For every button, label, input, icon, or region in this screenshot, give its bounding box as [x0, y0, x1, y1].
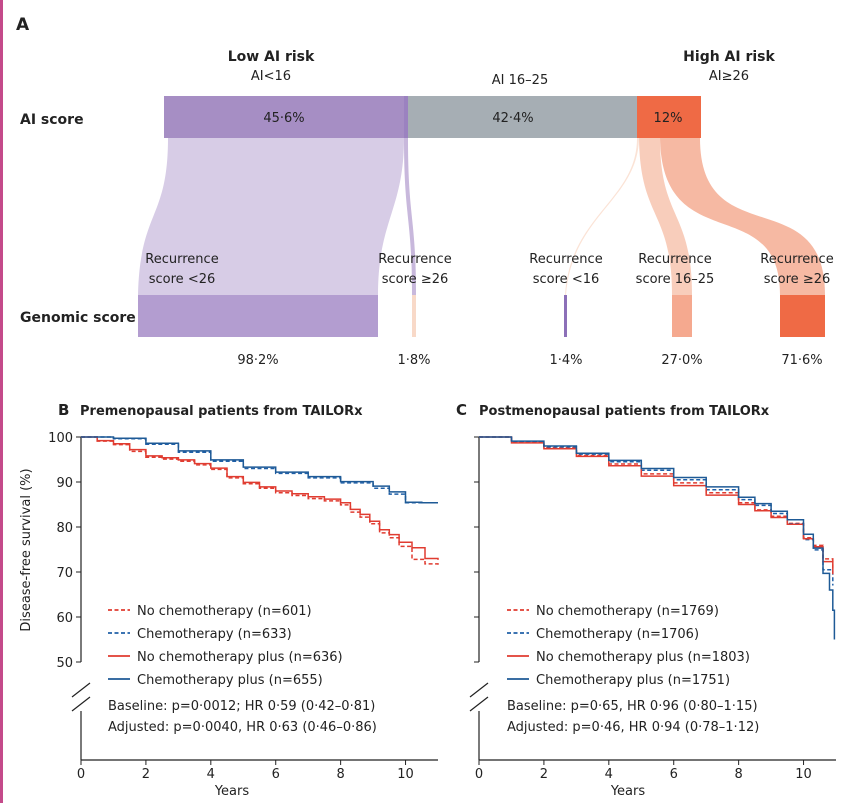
ai-group-low-name: Low AI risk [228, 49, 315, 65]
row-label-genomic-score: Genomic score [20, 310, 136, 326]
genomic-bar-rs-lt16 [564, 295, 567, 337]
genomic-label-3-line2: score <16 [533, 272, 600, 287]
flow-low-to-rs-lt26 [138, 138, 404, 295]
panel-b-xtick-label-2: 4 [207, 767, 215, 782]
panel-c-xtick-label-0: 0 [475, 767, 483, 782]
panel-b-ytick-label-3: 80 [56, 521, 73, 536]
genomic-percent-3: 1·4% [549, 353, 582, 368]
panel-c-legend-label-0: No chemotherapy (n=1769) [536, 604, 719, 619]
panel-c-axes: 0 2 4 6 8 10 [469, 436, 836, 782]
panel-c-stats-adjusted: Adjusted: p=0·46, HR 0·94 (0·78–1·12) [507, 720, 759, 735]
panel-c-series-2 [479, 436, 834, 575]
flow-mid-to-rs-1625 [639, 138, 692, 295]
ai-group-mid-label: AI 16–25 [492, 73, 548, 88]
panel-b-series-1 [81, 436, 438, 504]
genomic-label-4-line1: Recurrence [638, 252, 711, 267]
panel-b-xtick-label-0: 0 [77, 767, 85, 782]
panel-b-stats-baseline: Baseline: p=0·0012; HR 0·59 (0·42–0·81) [108, 699, 375, 714]
panel-b-label: B [58, 401, 69, 419]
genomic-label-2-line1: Recurrence [378, 252, 451, 267]
genomic-label-3-line1: Recurrence [529, 252, 602, 267]
genomic-label-2-line2: score ≥26 [382, 272, 449, 287]
panel-a-label: A [16, 15, 30, 35]
panel-c-series-3 [479, 436, 836, 640]
panel-c-label: C [456, 401, 467, 419]
panel-c-xtick-label-4: 8 [734, 767, 742, 782]
panel-b-series-3 [81, 436, 438, 504]
panel-b-axis-break [71, 682, 91, 698]
panel-b: B Premenopausal patients from TAILORx Di… [19, 401, 439, 799]
genomic-label-5-line2: score ≥26 [764, 272, 831, 287]
panel-c-series [479, 436, 836, 640]
ai-bar-low [164, 96, 406, 138]
sankey-flows [138, 138, 825, 295]
panel-b-ylabel: Disease-free survival (%) [19, 468, 34, 631]
left-border [0, 0, 3, 803]
panel-b-legend-label-3: Chemotherapy plus (n=655) [137, 673, 323, 688]
panel-a: A AI score Genomic score 45·6% 42·4% 12%… [16, 15, 834, 368]
panel-b-axis-break-2 [71, 696, 91, 712]
genomic-label-1-line2: score <26 [149, 272, 216, 287]
panel-c-xlabel: Years [610, 784, 646, 799]
panel-b-xtick-label-3: 6 [272, 767, 280, 782]
panel-c-xtick-label-5: 10 [795, 767, 812, 782]
panel-c-axis-break-2 [469, 696, 489, 712]
panel-b-series [81, 436, 439, 565]
panel-b-series-2 [81, 436, 439, 560]
genomic-label-1-line1: Recurrence [145, 252, 218, 267]
genomic-bar-rs-1625 [672, 295, 692, 337]
panel-c-legend-label-3: Chemotherapy plus (n=1751) [536, 673, 730, 688]
panel-b-title: Premenopausal patients from TAILORx [80, 404, 363, 419]
genomic-bar-rs-lt26 [138, 295, 378, 337]
genomic-bar-rs-ge26-low [412, 295, 416, 337]
ai-group-high-name: High AI risk [683, 49, 775, 65]
panel-c-series-0 [479, 436, 834, 570]
panel-b-ytick-label-4: 90 [56, 476, 73, 491]
panel-b-ytick-label-1: 60 [56, 611, 73, 626]
flow-low-to-rs-ge26 [404, 138, 416, 295]
panel-b-legend-label-0: No chemotherapy (n=601) [137, 604, 312, 619]
panel-b-xtick-label-4: 8 [336, 767, 344, 782]
panel-c: C Postmenopausal patients from TAILORx 0… [456, 401, 836, 799]
panel-b-xtick-label-5: 10 [397, 767, 414, 782]
ai-bar-low-edge [404, 96, 408, 138]
panel-c-legend: No chemotherapy (n=1769) Chemotherapy (n=… [507, 604, 750, 688]
panel-c-xtick-label-1: 2 [540, 767, 548, 782]
flow-high-to-rs-ge26 [660, 138, 825, 295]
genomic-percent-4: 27·0% [661, 353, 702, 368]
genomic-percent-5: 71·6% [781, 353, 822, 368]
panel-c-axis-break [469, 682, 489, 698]
row-label-ai-score: AI score [20, 112, 84, 128]
panel-b-ytick-label-5: 100 [48, 431, 73, 446]
ai-bar-mid [408, 96, 637, 138]
genomic-label-4-line2: score 16–25 [636, 272, 715, 287]
ai-bar-high-percent: 12% [654, 111, 683, 126]
panel-b-xlabel: Years [214, 784, 250, 799]
panel-b-series-0 [81, 436, 439, 565]
panel-b-ytick-label-0: 50 [56, 656, 73, 671]
genomic-percent-1: 98·2% [237, 353, 278, 368]
panel-c-title: Postmenopausal patients from TAILORx [479, 404, 770, 419]
panel-c-xtick-label-2: 4 [605, 767, 613, 782]
panel-c-legend-label-2: No chemotherapy plus (n=1803) [536, 650, 750, 665]
genomic-bar-rs-ge26-high [780, 295, 825, 337]
panel-b-axes: 50 60 70 80 90 100 0 2 4 6 8 10 [48, 431, 438, 782]
ai-bar-low-percent: 45·6% [263, 111, 304, 126]
ai-group-high-label: AI≥26 [709, 69, 749, 84]
ai-bar-mid-percent: 42·4% [492, 111, 533, 126]
panel-b-legend: No chemotherapy (n=601) Chemotherapy (n=6… [108, 604, 343, 688]
panel-b-legend-label-2: No chemotherapy plus (n=636) [137, 650, 343, 665]
panel-b-ytick-label-2: 70 [56, 566, 73, 581]
panel-b-xtick-label-1: 2 [142, 767, 150, 782]
panel-c-xtick-label-3: 6 [670, 767, 678, 782]
panel-b-stats-adjusted: Adjusted: p=0·0040, HR 0·63 (0·46–0·86) [108, 720, 377, 735]
panel-b-legend-label-1: Chemotherapy (n=633) [137, 627, 292, 642]
ai-bar-high [637, 96, 701, 138]
panel-c-legend-label-1: Chemotherapy (n=1706) [536, 627, 699, 642]
ai-group-low-label: AI<16 [251, 69, 291, 84]
genomic-label-5-line1: Recurrence [760, 252, 833, 267]
panel-c-stats-baseline: Baseline: p=0·65, HR 0·96 (0·80–1·15) [507, 699, 758, 714]
genomic-percent-2: 1·8% [397, 353, 430, 368]
